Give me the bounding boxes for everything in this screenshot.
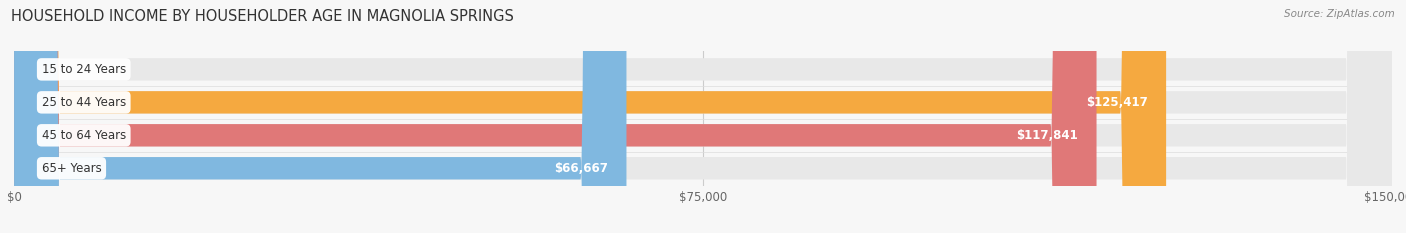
Text: $66,667: $66,667 bbox=[554, 162, 607, 175]
Text: $0: $0 bbox=[42, 63, 56, 76]
Text: HOUSEHOLD INCOME BY HOUSEHOLDER AGE IN MAGNOLIA SPRINGS: HOUSEHOLD INCOME BY HOUSEHOLDER AGE IN M… bbox=[11, 9, 515, 24]
Text: 15 to 24 Years: 15 to 24 Years bbox=[42, 63, 127, 76]
Text: 65+ Years: 65+ Years bbox=[42, 162, 101, 175]
Text: Source: ZipAtlas.com: Source: ZipAtlas.com bbox=[1284, 9, 1395, 19]
FancyBboxPatch shape bbox=[14, 0, 1166, 233]
Text: $125,417: $125,417 bbox=[1085, 96, 1147, 109]
Text: 25 to 44 Years: 25 to 44 Years bbox=[42, 96, 127, 109]
FancyBboxPatch shape bbox=[14, 0, 1392, 233]
Text: $117,841: $117,841 bbox=[1017, 129, 1078, 142]
FancyBboxPatch shape bbox=[14, 0, 627, 233]
FancyBboxPatch shape bbox=[14, 0, 1392, 233]
FancyBboxPatch shape bbox=[14, 0, 1392, 233]
FancyBboxPatch shape bbox=[14, 0, 1392, 233]
FancyBboxPatch shape bbox=[14, 0, 1097, 233]
Text: 45 to 64 Years: 45 to 64 Years bbox=[42, 129, 127, 142]
